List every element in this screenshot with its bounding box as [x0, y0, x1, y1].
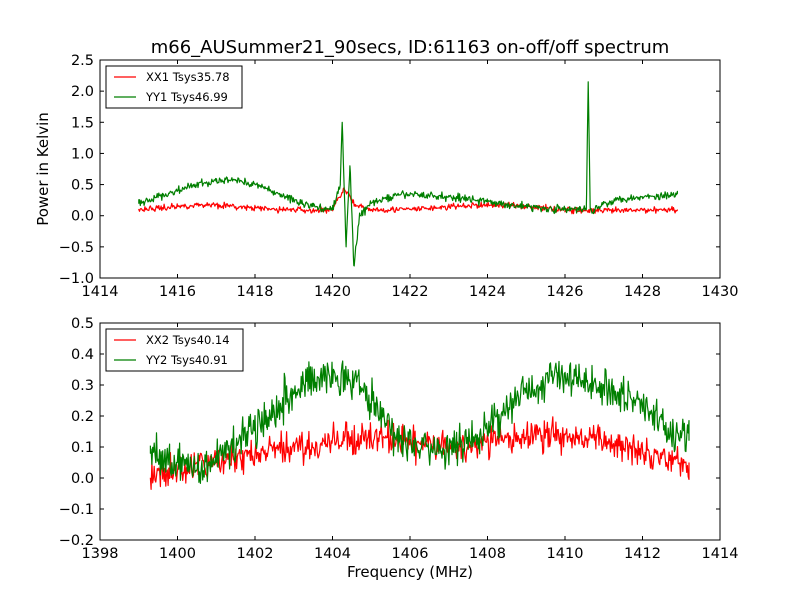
x-tick-label: 1414: [702, 546, 739, 562]
x-tick-label: 1426: [547, 284, 584, 300]
x-tick-label: 1406: [392, 546, 429, 562]
y-tick-label: 0.1: [71, 440, 94, 456]
y-tick-label: 0.3: [71, 378, 94, 394]
legend-label-1: XX1 Tsys35.78: [146, 70, 230, 84]
x-tick-label: 1424: [469, 284, 506, 300]
legend-label-1: XX2 Tsys40.14: [146, 333, 230, 347]
series-line-1: [138, 187, 679, 215]
y-tick-label: −0.5: [59, 240, 94, 256]
series-line-1: [149, 416, 690, 490]
x-tick-label: 1402: [237, 546, 274, 562]
x-axis-label: Frequency (MHz): [347, 563, 473, 581]
chart-panel-1: 1414 1416 1418 1420 1422 1424 1426 1428 1430 −1.0…: [34, 53, 738, 300]
plots-layer: 1414 1416 1418 1420 1422 1424 1426 1428 1430 −1.0…: [34, 53, 738, 581]
chart-title: m66_AUSummer21_90secs, ID:61163 on-off/o…: [151, 37, 670, 58]
y-tick-label: 2.0: [71, 84, 94, 100]
legend: XX2 Tsys40.14 YY2 Tsys40.91: [105, 328, 244, 372]
y-tick-label: 0.4: [71, 347, 94, 363]
series-group: [138, 81, 679, 267]
x-tick-label: 1400: [159, 546, 196, 562]
x-tick-label: 1416: [159, 284, 196, 300]
legend: XX1 Tsys35.78 YY1 Tsys46.99: [105, 65, 243, 109]
y-tick-label: −0.2: [59, 533, 94, 549]
series-line-2: [149, 360, 690, 484]
x-tick-label: 1422: [392, 284, 429, 300]
y-tick-label: 0.5: [71, 316, 94, 332]
x-tick-label: 1404: [314, 546, 351, 562]
chart-panel-2: 1398 1400 1402 1404 1406 1408 1410 1412 1414 −0.2…: [59, 316, 739, 581]
y-axis-label: Power in Kelvin: [34, 112, 52, 226]
y-tick-label: 1.5: [71, 115, 94, 131]
series-group: [149, 360, 690, 490]
x-tick-label: 1420: [314, 284, 351, 300]
y-tick-label: 0.0: [71, 471, 94, 487]
x-tick-label: 1430: [702, 284, 739, 300]
y-tick-label: 0.0: [71, 209, 94, 225]
legend-label-2: YY2 Tsys40.91: [145, 353, 228, 367]
y-tick-label: 2.5: [71, 53, 94, 69]
x-tick-label: 1410: [547, 546, 584, 562]
series-line-2: [138, 81, 679, 267]
y-tick-label: −0.1: [59, 502, 94, 518]
x-tick-label: 1418: [237, 284, 274, 300]
legend-box: [105, 328, 244, 372]
y-tick-label: −1.0: [59, 271, 94, 287]
y-tick-label: 1.0: [71, 146, 94, 162]
x-tick-label: 1398: [82, 546, 119, 562]
x-tick-label: 1428: [624, 284, 661, 300]
legend-label-2: YY1 Tsys46.99: [145, 90, 228, 104]
x-tick-label: 1412: [624, 546, 661, 562]
x-tick-label: 1408: [469, 546, 506, 562]
y-tick-label: 0.5: [71, 178, 94, 194]
legend-box: [105, 65, 243, 109]
x-tick-label: 1414: [82, 284, 119, 300]
y-tick-label: 0.2: [71, 409, 94, 425]
